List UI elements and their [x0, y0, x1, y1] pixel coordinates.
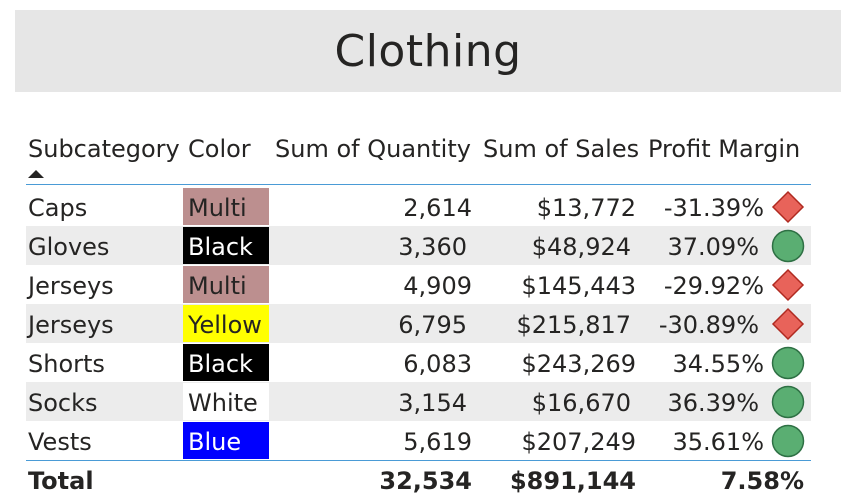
table-row[interactable]: Jerseys Multi 4,909 $145,443 -29.92% [26, 265, 816, 304]
page-title: Clothing [334, 25, 522, 77]
profit-margin-cell: -31.39% [663, 194, 764, 222]
red-diamond-icon [771, 307, 805, 341]
subcategory-cell: Shorts [28, 350, 105, 378]
sales-cell: $145,443 [521, 272, 636, 300]
color-cell: Multi [183, 188, 269, 225]
table-body: Caps Multi 2,614 $13,772 -31.39% Gloves Black 3… [26, 187, 816, 460]
table-row[interactable]: Shorts Black 6,083 $243,269 34.55% [26, 343, 816, 382]
table-row[interactable]: Vests Blue 5,619 $207,249 35.61% [26, 421, 816, 460]
profit-margin-cell: -30.89% [658, 311, 759, 339]
header-profit-margin[interactable]: Profit Margin [648, 135, 801, 163]
red-diamond-icon [771, 190, 805, 224]
green-circle-icon [771, 424, 805, 458]
sales-cell: $48,924 [531, 233, 631, 261]
quantity-cell: 2,614 [403, 194, 472, 222]
color-cell: Black [183, 344, 269, 381]
total-sales: $891,144 [509, 467, 636, 495]
header-subcategory[interactable]: Subcategory [28, 135, 180, 163]
sales-cell: $13,772 [536, 194, 636, 222]
subcategory-cell: Vests [28, 428, 92, 456]
profit-margin-cell: 34.55% [672, 350, 764, 378]
header-quantity[interactable]: Sum of Quantity [275, 135, 471, 163]
sales-cell: $215,817 [516, 311, 631, 339]
total-label: Total [28, 467, 94, 495]
green-circle-icon [771, 385, 805, 419]
table-header: Subcategory Color Sum of Quantity Sum of… [26, 130, 816, 185]
total-row: Total 32,534 $891,144 7.58% [26, 461, 816, 501]
total-quantity: 32,534 [379, 467, 472, 495]
subcategory-cell: Caps [28, 194, 88, 222]
color-cell: Yellow [183, 305, 269, 342]
profit-margin-cell: 35.61% [672, 428, 764, 456]
table-row[interactable]: Socks White 3,154 $16,670 36.39% [26, 382, 811, 421]
color-cell: Black [183, 227, 269, 264]
total-margin: 7.58% [720, 467, 804, 495]
color-cell: White [183, 383, 269, 420]
total-divider [26, 460, 811, 461]
title-card: Clothing [15, 10, 841, 92]
table-row[interactable]: Gloves Black 3,360 $48,924 37.09% [26, 226, 811, 265]
clothing-table: Subcategory Color Sum of Quantity Sum of… [26, 130, 816, 495]
sales-cell: $16,670 [531, 389, 631, 417]
green-circle-icon [771, 229, 805, 263]
header-color[interactable]: Color [188, 135, 251, 163]
table-row[interactable]: Jerseys Yellow 6,795 $215,817 -30.89% [26, 304, 811, 343]
quantity-cell: 3,360 [398, 233, 467, 261]
profit-margin-cell: 37.09% [667, 233, 759, 261]
sort-ascending-icon[interactable] [28, 170, 44, 178]
profit-margin-cell: 36.39% [667, 389, 759, 417]
profit-margin-cell: -29.92% [663, 272, 764, 300]
sales-cell: $243,269 [521, 350, 636, 378]
subcategory-cell: Jerseys [28, 311, 114, 339]
red-diamond-icon [771, 268, 805, 302]
table-row[interactable]: Caps Multi 2,614 $13,772 -31.39% [26, 187, 816, 226]
quantity-cell: 6,795 [398, 311, 467, 339]
quantity-cell: 4,909 [403, 272, 472, 300]
quantity-cell: 5,619 [403, 428, 472, 456]
quantity-cell: 6,083 [403, 350, 472, 378]
sales-cell: $207,249 [521, 428, 636, 456]
quantity-cell: 3,154 [398, 389, 467, 417]
color-cell: Multi [183, 266, 269, 303]
green-circle-icon [771, 346, 805, 380]
subcategory-cell: Socks [28, 389, 98, 417]
color-cell: Blue [183, 422, 269, 459]
header-sales[interactable]: Sum of Sales [483, 135, 640, 163]
subcategory-cell: Jerseys [28, 272, 114, 300]
subcategory-cell: Gloves [28, 233, 110, 261]
header-divider [26, 184, 811, 185]
